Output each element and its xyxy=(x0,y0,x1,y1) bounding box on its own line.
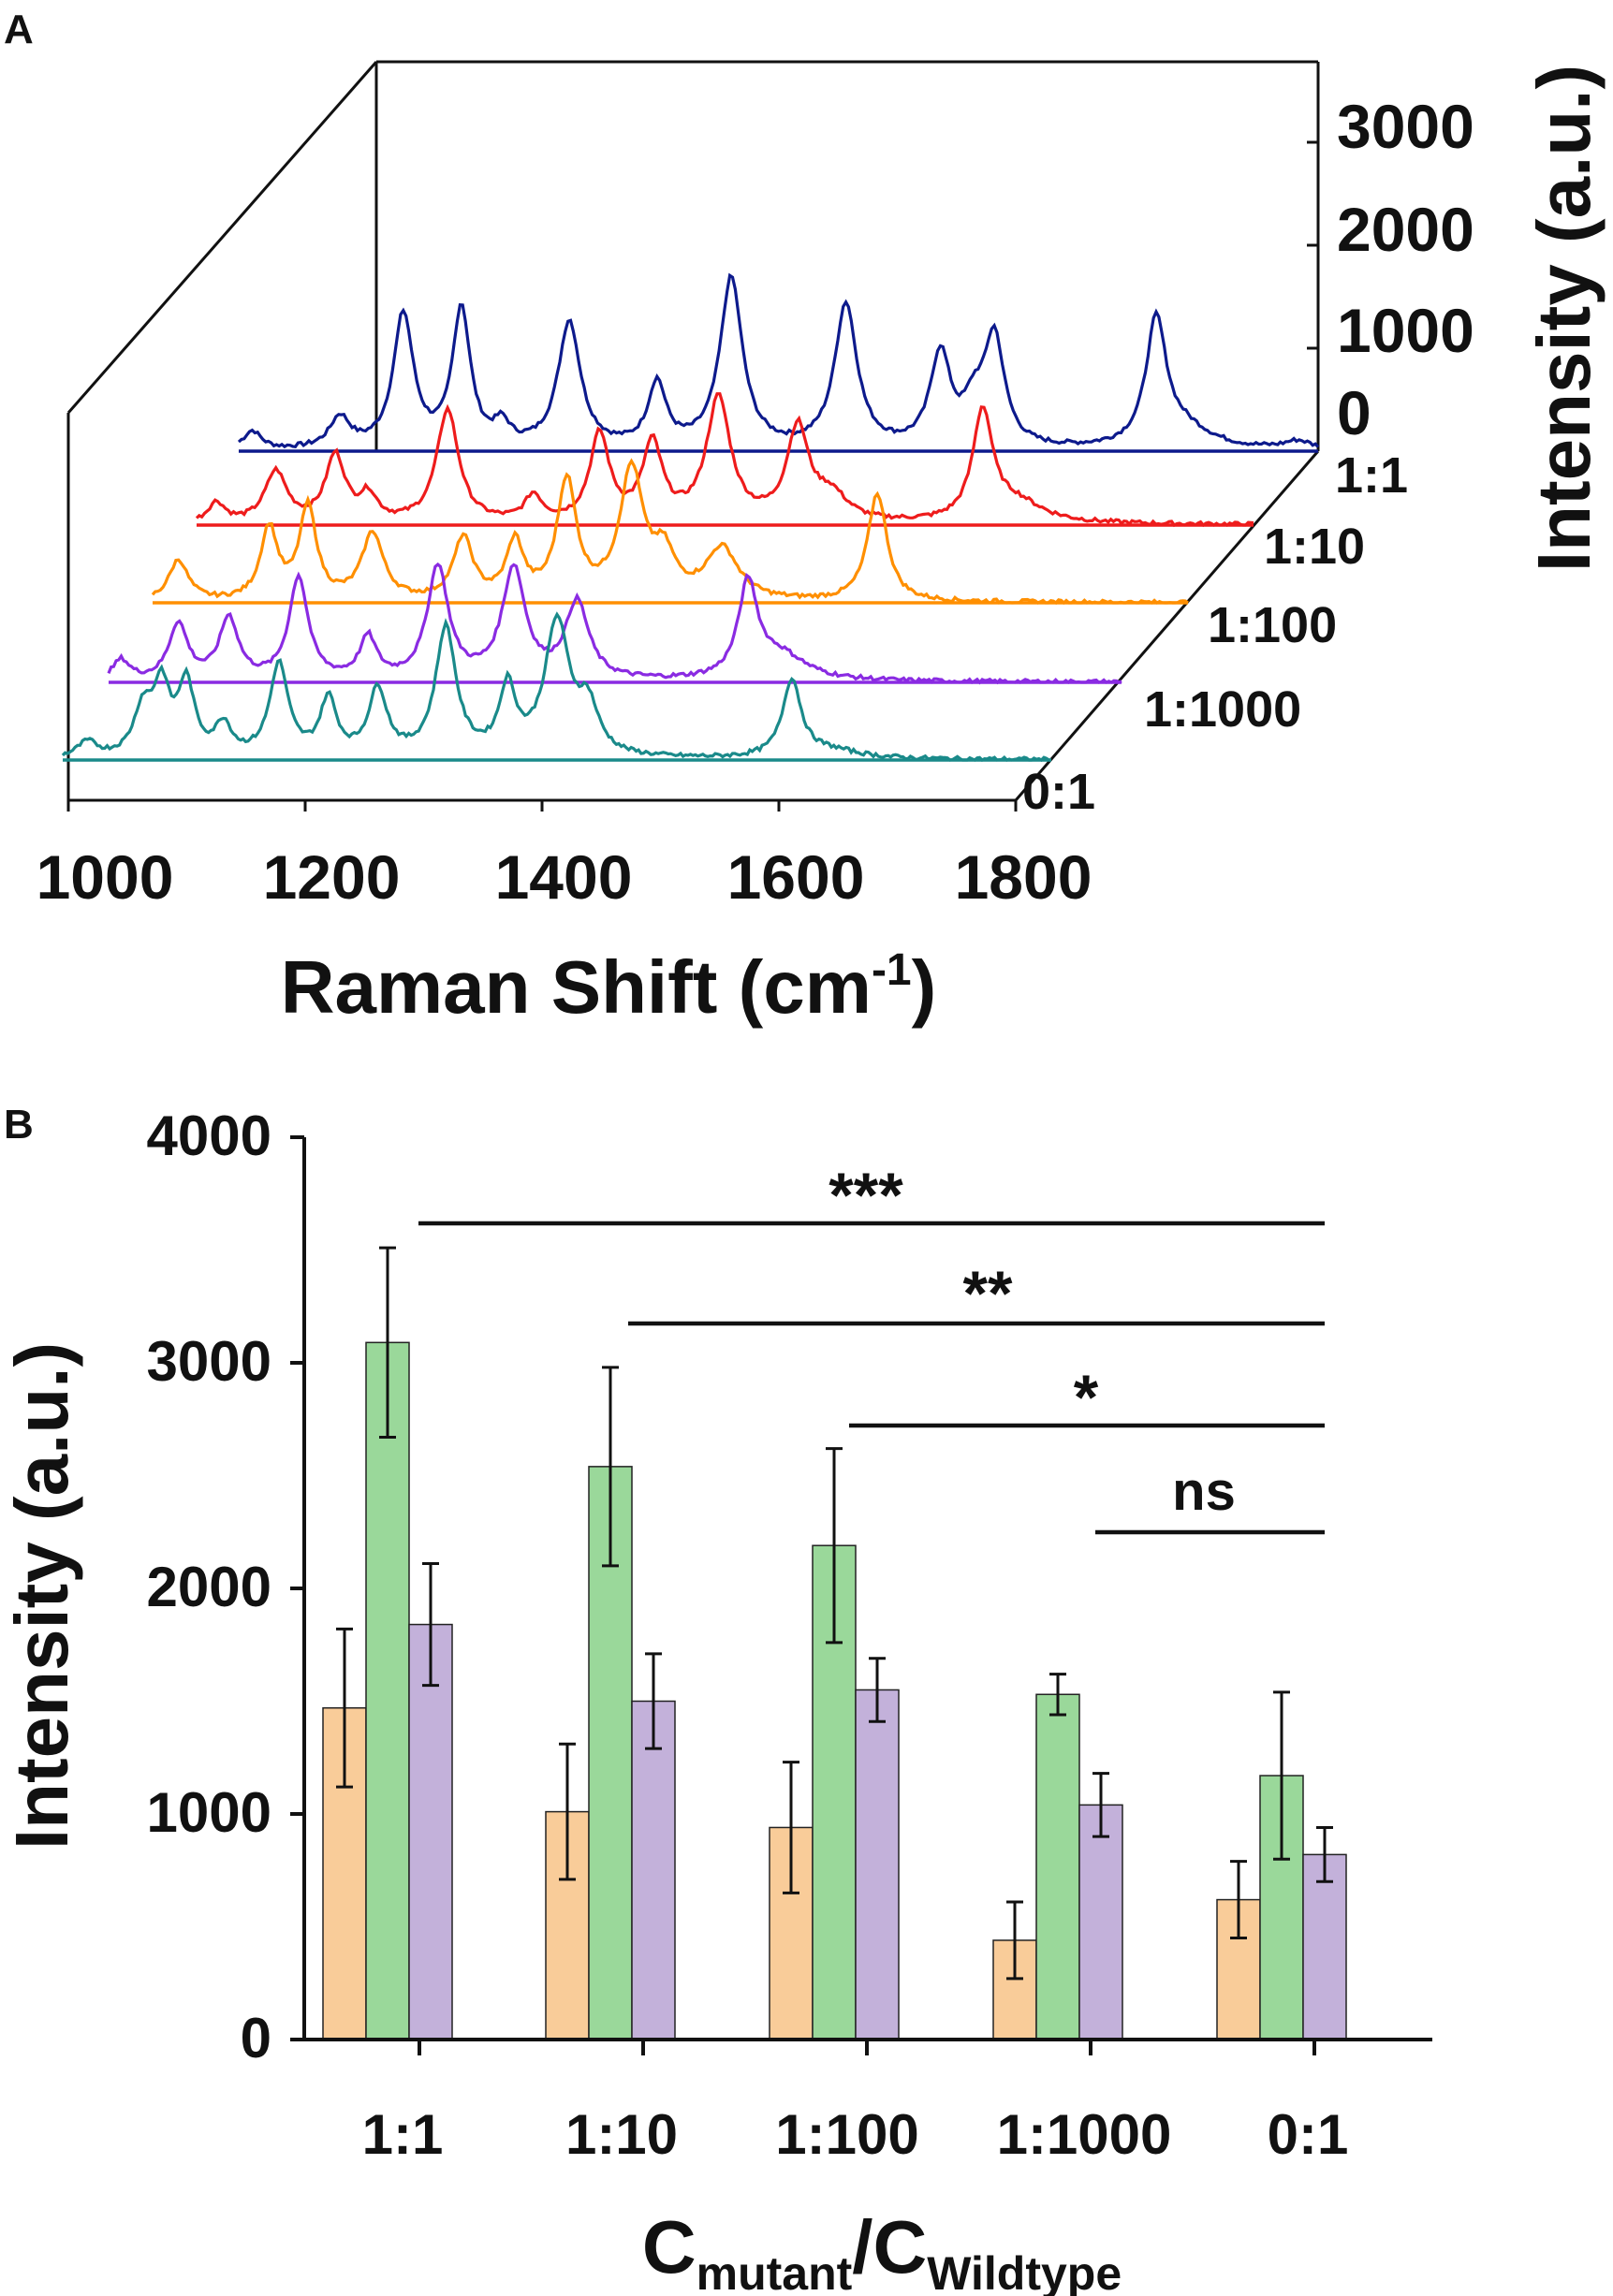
sig-label-1-1: *** xyxy=(828,1160,903,1231)
error-bar-0-1-series-3 xyxy=(1316,1825,1333,1883)
panel-a-ytick-2000: 2000 xyxy=(1337,195,1474,264)
error-bar-1-1-series-2 xyxy=(379,1246,396,1440)
error-bar-1-100-series-1 xyxy=(783,1761,799,1894)
panel-b-ytick-4000: 4000 xyxy=(147,1104,271,1167)
bars-group xyxy=(322,1246,1347,2040)
spectrum-label-1-1000: 1:1000 xyxy=(1144,681,1301,738)
sig-label-1-100: * xyxy=(1074,1362,1099,1433)
panel-b: B 4000 3000 2000 1000 0 Intensity (a.u.)… xyxy=(0,1102,1432,2296)
error-bar-1-10-series-2 xyxy=(602,1366,619,1568)
panel-b-ytick-3000: 3000 xyxy=(147,1330,271,1393)
panel-a-xtick-1000: 1000 xyxy=(37,842,174,912)
panel-b-label: B xyxy=(4,1102,34,1148)
spectrum-line-1-1000 xyxy=(107,562,1122,685)
panel-b-xlabel-slash: /C xyxy=(852,2205,927,2289)
bar-1-1000-series-3 xyxy=(1078,1804,1123,2040)
spectrum-label-1-10: 1:10 xyxy=(1264,519,1365,575)
panel-a-frame xyxy=(66,60,1320,802)
error-bar-1-1-series-3 xyxy=(422,1561,439,1688)
panel-b-ytick-0: 0 xyxy=(241,2007,271,2069)
bar-1-1000-series-2 xyxy=(1035,1693,1080,2040)
spectrum-line-1-1 xyxy=(237,272,1320,449)
significance-lines xyxy=(418,1221,1325,1535)
bar-0-1-series-3 xyxy=(1302,1853,1347,2040)
error-bar-1-10-series-1 xyxy=(559,1742,576,1881)
panel-a-xtick-1800: 1800 xyxy=(955,842,1092,912)
panel-a-xlabel: Raman Shift (cm-1) xyxy=(281,945,937,1029)
panel-a-ytick-1000: 1000 xyxy=(1337,296,1474,365)
error-bar-1-100-series-3 xyxy=(869,1657,886,1723)
panel-b-xlabel-c: C xyxy=(642,2205,697,2289)
error-bar-0-1-series-2 xyxy=(1273,1690,1290,1861)
spectrum-label-1-100: 1:100 xyxy=(1208,597,1337,653)
error-bar-1-1-series-1 xyxy=(336,1627,353,1789)
error-bar-1-1000-series-3 xyxy=(1092,1772,1109,1838)
panel-a: A 0 1000 2000 3000 Intensity (a.u.) xyxy=(4,7,1606,1029)
panel-b-ylabel: Intensity (a.u.) xyxy=(0,1342,83,1850)
spectrum-line-1-10 xyxy=(195,392,1254,528)
panel-a-xtick-1200: 1200 xyxy=(263,842,401,912)
error-bar-1-10-series-3 xyxy=(645,1652,662,1750)
sig-label-1-10: ** xyxy=(963,1258,1013,1329)
panel-b-axes xyxy=(290,1135,1432,2055)
panel-b-xlabel-sub-wildtype: Wildtype xyxy=(927,2247,1122,2296)
panel-a-ytick-0: 0 xyxy=(1337,378,1371,447)
panel-a-x-ticks xyxy=(66,800,1018,812)
panel-a-label: A xyxy=(4,7,34,52)
error-bar-1-1000-series-1 xyxy=(1006,1900,1023,1981)
error-bar-0-1-series-1 xyxy=(1230,1860,1247,1940)
panel-b-xtick-0-1: 0:1 xyxy=(1268,2103,1349,2166)
panel-a-xtick-1400: 1400 xyxy=(495,842,633,912)
panel-a-ytick-3000: 3000 xyxy=(1337,92,1474,161)
panel-a-xlabel-sup: -1 xyxy=(872,945,912,995)
spectrum-label-1-1: 1:1 xyxy=(1335,447,1408,504)
panel-b-xlabel-sub-mutant: mutant xyxy=(697,2247,853,2296)
panel-a-xtick-1600: 1600 xyxy=(727,842,865,912)
spectrum-line-0-1 xyxy=(61,611,1051,762)
bar-1-1-series-3 xyxy=(408,1623,453,2040)
panel-b-xtick-1-1000: 1:1000 xyxy=(997,2103,1172,2166)
panel-b-xtick-1-100: 1:100 xyxy=(775,2103,918,2166)
panel-b-ytick-1000: 1000 xyxy=(147,1781,271,1844)
panel-b-ytick-2000: 2000 xyxy=(147,1556,271,1618)
bar-1-100-series-3 xyxy=(855,1689,900,2040)
error-bar-1-100-series-2 xyxy=(826,1447,843,1645)
error-bar-1-1000-series-2 xyxy=(1049,1673,1066,1717)
spectra-group xyxy=(61,272,1320,762)
panel-a-y-ticks xyxy=(1307,140,1318,453)
panel-b-xtick-1-10: 1:10 xyxy=(565,2103,678,2166)
panel-b-xlabel: Cmutant/CWildtype xyxy=(642,2205,1122,2296)
sig-label-1-1000: ns xyxy=(1172,1461,1236,1522)
bar-1-1-series-2 xyxy=(365,1341,410,2040)
panel-a-xlabel-close: ) xyxy=(912,945,937,1029)
panel-a-ylabel: Intensity (a.u.) xyxy=(1522,65,1606,572)
panel-b-xtick-1-1: 1:1 xyxy=(362,2103,444,2166)
bar-1-10-series-3 xyxy=(631,1700,676,2040)
panel-a-xlabel-main: Raman Shift (cm xyxy=(281,945,872,1029)
spectrum-label-0-1: 0:1 xyxy=(1022,764,1095,820)
